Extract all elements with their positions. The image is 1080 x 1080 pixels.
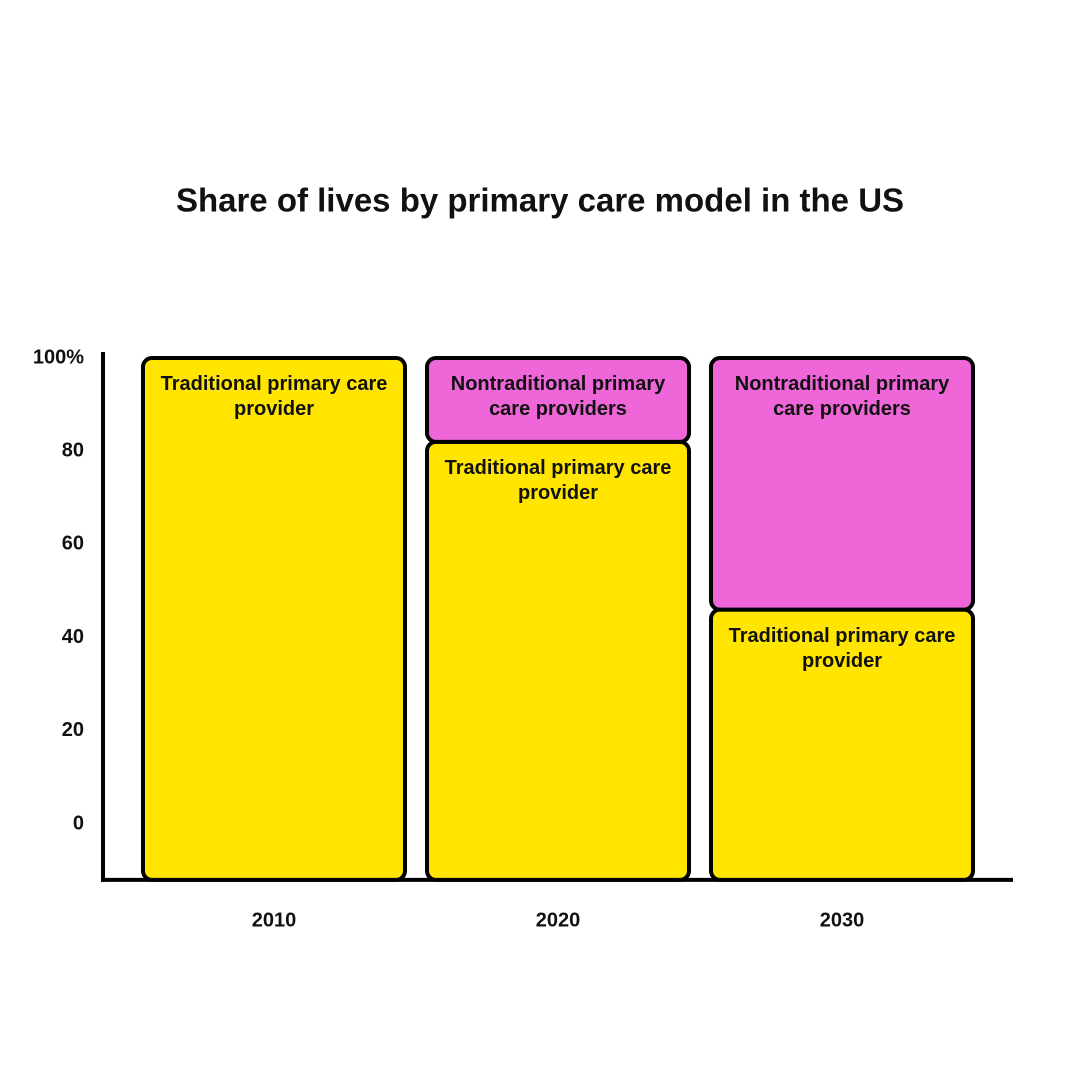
y-tick-label: 40 <box>62 626 84 648</box>
bar-segment <box>141 356 407 882</box>
segment-label-box: Nontraditional primary care providers <box>734 373 950 420</box>
segment-label: Nontraditional primary care providers <box>450 373 666 420</box>
segment-label: Traditional primary care provider <box>728 624 956 672</box>
x-tick-label: 2010 <box>252 909 297 931</box>
segment-label-box: Traditional primary care provider <box>444 456 672 504</box>
segment-label-box: Traditional primary care provider <box>728 624 956 672</box>
x-tick-label: 2020 <box>536 909 581 931</box>
segment-label-box: Nontraditional primary care providers <box>450 373 666 420</box>
chart-title: Share of lives by primary care model in … <box>176 182 904 219</box>
bar-segment <box>709 356 975 612</box>
segment-label: Traditional primary care provider <box>160 373 388 420</box>
y-tick-label: 20 <box>62 719 84 741</box>
x-tick-label: 2030 <box>820 909 865 931</box>
segment-label-box: Traditional primary care provider <box>160 373 388 420</box>
y-tick-label: 100% <box>33 346 84 368</box>
y-tick-label: 60 <box>62 533 84 555</box>
segment-label: Traditional primary care provider <box>444 456 672 504</box>
y-tick-label: 0 <box>73 812 84 834</box>
bar-segment <box>425 356 691 444</box>
y-tick-label: 80 <box>62 439 84 461</box>
segment-label: Nontraditional primary care providers <box>734 373 950 420</box>
